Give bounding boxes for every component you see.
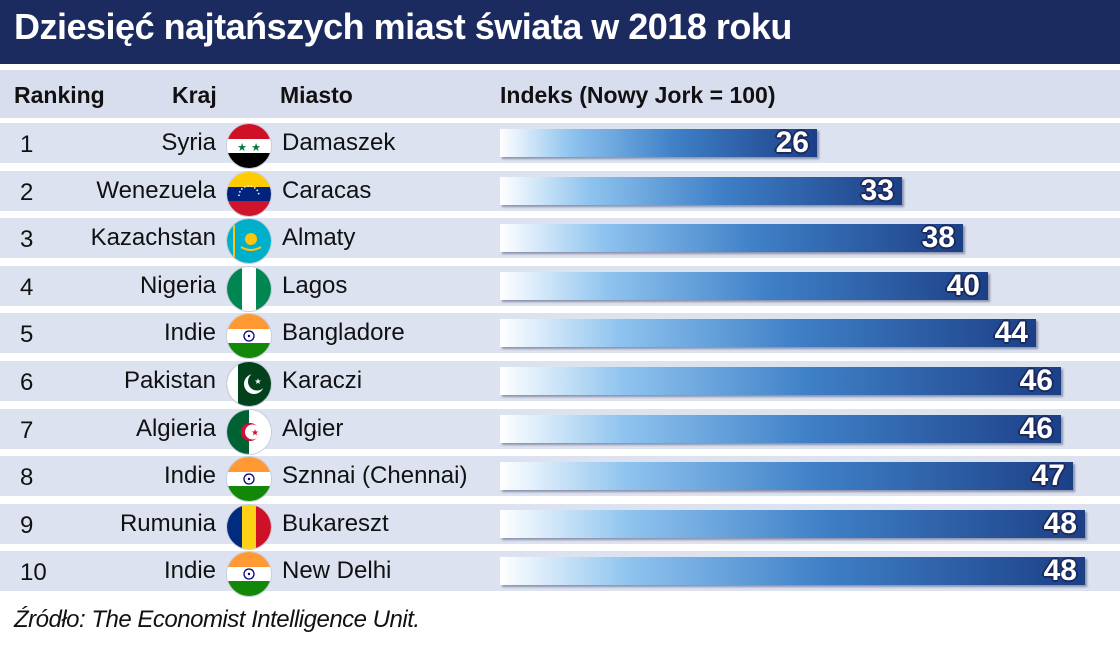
romania-flag-icon <box>227 505 271 549</box>
kazakhstan-flag-icon <box>227 219 271 263</box>
country-label: Indie <box>163 462 216 489</box>
country-label: Indie <box>163 557 216 584</box>
table-row: 6 Pakistan ★ Karaczi 46 <box>0 361 1120 406</box>
city-label: Caracas <box>282 177 372 204</box>
country-label: Nigeria <box>139 272 216 299</box>
rank-label: 3 <box>20 226 34 253</box>
data-label: 46 <box>1019 412 1053 445</box>
data-label: 48 <box>1043 507 1077 540</box>
header-kraj: Kraj <box>172 82 217 108</box>
source-note: Źródło: The Economist Intelligence Unit. <box>14 606 420 633</box>
data-label: 33 <box>860 174 894 207</box>
city-label: Algier <box>282 415 344 442</box>
rank-label: 1 <box>20 131 34 158</box>
rank-label: 8 <box>20 464 34 491</box>
data-label: 46 <box>1019 364 1053 397</box>
table-row: 8 Indie Sznnai (Chennai) 47 <box>0 456 1120 501</box>
city-label: Karaczi <box>282 367 363 394</box>
country-label: Indie <box>163 319 216 346</box>
bar: 44 <box>500 316 1036 349</box>
table-row: 3 Kazachstan Almaty 38 <box>0 218 1120 263</box>
city-label: Damaszek <box>282 129 396 156</box>
bar: 38 <box>500 221 963 254</box>
venezuela-flag-icon <box>227 172 271 216</box>
country-label: Algieria <box>135 415 216 442</box>
city-label: Sznnai (Chennai) <box>282 462 468 489</box>
title-bar: Dziesięć najtańszych miast świata w 2018… <box>0 0 1120 64</box>
header-miasto: Miasto <box>280 82 353 108</box>
city-label: Lagos <box>282 272 348 299</box>
city-label: Bangladore <box>282 319 405 346</box>
table-row: 10 Indie New Delhi 48 <box>0 551 1120 596</box>
rank-label: 5 <box>20 321 34 348</box>
svg-text:★: ★ <box>237 141 247 154</box>
data-label: 26 <box>775 126 809 159</box>
rank-label: 2 <box>20 179 34 206</box>
bar: 40 <box>500 269 988 302</box>
city-label: Almaty <box>282 224 356 251</box>
table-row: 7 Algieria ★ Algier 46 <box>0 409 1120 454</box>
bar: 26 <box>500 126 817 159</box>
table-row: 1 Syria ★ ★ Damaszek 26 <box>0 123 1120 168</box>
rank-label: 6 <box>20 369 34 396</box>
rank-label: 10 <box>20 559 47 586</box>
country-label: Wenezuela <box>96 177 216 204</box>
algeria-flag-icon: ★ <box>227 410 271 454</box>
country-label: Rumunia <box>119 510 216 537</box>
data-label: 47 <box>1031 459 1065 492</box>
header-indeks: Indeks (Nowy Jork = 100) <box>500 82 776 108</box>
city-label: New Delhi <box>282 557 392 584</box>
table-row: 4 Nigeria Lagos 40 <box>0 266 1120 311</box>
data-label: 40 <box>946 269 980 302</box>
country-label: Syria <box>161 129 216 156</box>
table-row: 5 Indie Bangladore 44 <box>0 313 1120 358</box>
pakistan-flag-icon: ★ <box>227 362 271 406</box>
svg-text:★: ★ <box>251 141 261 154</box>
bar: 46 <box>500 364 1061 397</box>
syria-flag-icon: ★ ★ <box>227 124 271 168</box>
bar: 47 <box>500 459 1073 492</box>
data-label: 48 <box>1043 554 1077 587</box>
rank-label: 9 <box>20 512 34 539</box>
india-flag-icon <box>227 552 271 596</box>
data-label: 44 <box>994 316 1028 349</box>
header-ranking: Ranking <box>14 82 105 108</box>
svg-text:★: ★ <box>251 429 259 439</box>
country-label: Kazachstan <box>90 224 216 251</box>
svg-text:★: ★ <box>254 377 261 386</box>
bar: 48 <box>500 507 1085 540</box>
table-row: 9 Rumunia Bukareszt 48 <box>0 504 1120 549</box>
india-flag-icon <box>227 457 271 501</box>
rank-label: 7 <box>20 417 34 444</box>
table-row: 2 Wenezuela Caracas 33 <box>0 171 1120 216</box>
data-label: 38 <box>921 221 955 254</box>
nigeria-flag-icon <box>227 267 271 311</box>
india-flag-icon <box>227 314 271 358</box>
bar: 48 <box>500 554 1085 587</box>
chart-title: Dziesięć najtańszych miast świata w 2018… <box>14 6 792 47</box>
bar: 33 <box>500 174 902 207</box>
header-row: Ranking Kraj Miasto Indeks (Nowy Jork = … <box>0 70 1120 118</box>
country-label: Pakistan <box>123 367 216 394</box>
city-label: Bukareszt <box>282 510 389 537</box>
bar: 46 <box>500 412 1061 445</box>
rank-label: 4 <box>20 274 34 301</box>
